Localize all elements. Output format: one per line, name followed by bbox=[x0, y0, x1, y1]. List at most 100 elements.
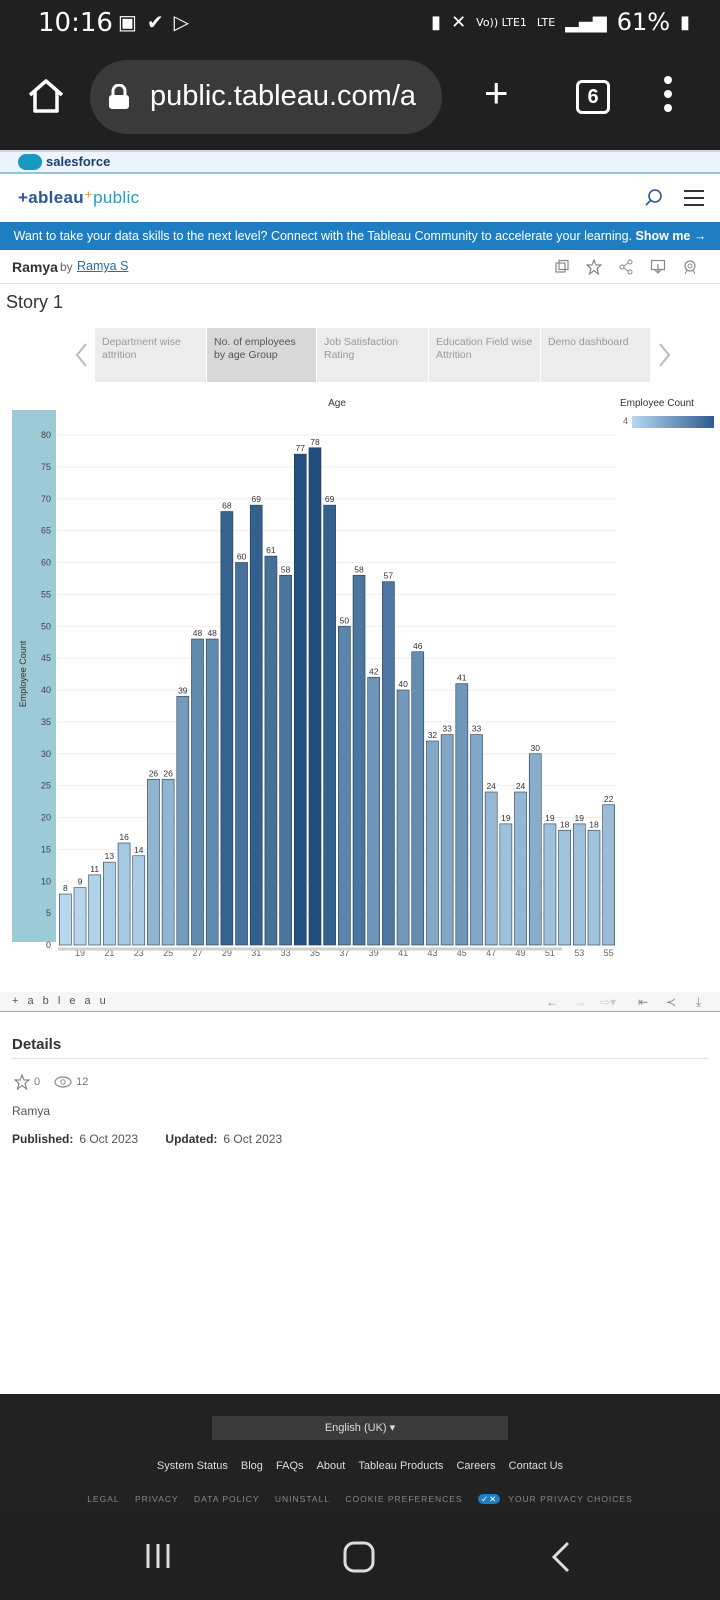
published-label: Published: bbox=[12, 1132, 74, 1146]
bar[interactable] bbox=[191, 638, 204, 946]
hamburger-menu-icon[interactable] bbox=[684, 190, 704, 206]
data-policy-link[interactable]: DATA POLICY bbox=[194, 1494, 260, 1504]
bar[interactable] bbox=[235, 562, 248, 946]
by-label: by bbox=[60, 260, 73, 274]
bar[interactable] bbox=[426, 740, 439, 946]
settings-icon[interactable] bbox=[682, 259, 698, 275]
age-bar-chart[interactable]: Employee Count Age 0 5 10 15 20 25 30 35 40 45 50 5… bbox=[0, 392, 720, 968]
share-icon[interactable] bbox=[618, 259, 634, 275]
story-tab-demo-dashboard[interactable]: Demo dashboard bbox=[541, 328, 651, 382]
bar[interactable] bbox=[132, 855, 146, 946]
x-axis-title: Age bbox=[328, 398, 346, 409]
salesforce-label[interactable]: salesforce bbox=[46, 154, 111, 169]
tab-switcher-button[interactable]: 6 bbox=[576, 80, 610, 114]
legal-link[interactable]: LEGAL bbox=[87, 1494, 120, 1504]
mute-icon: ✕ bbox=[451, 11, 467, 33]
download-icon[interactable] bbox=[650, 259, 666, 275]
recent-apps-icon[interactable] bbox=[142, 1540, 174, 1572]
tableau-brand[interactable]: + a b l e a u bbox=[12, 995, 109, 1007]
bar-value-label: 9 bbox=[78, 877, 83, 887]
bar[interactable] bbox=[514, 791, 527, 946]
x-tick-label: 49 bbox=[516, 948, 526, 958]
bar[interactable] bbox=[455, 683, 469, 946]
bar[interactable] bbox=[528, 753, 542, 946]
bar[interactable] bbox=[59, 893, 72, 946]
home-nav-icon[interactable] bbox=[342, 1540, 376, 1574]
cookie-preferences-link[interactable]: COOKIE PREFERENCES bbox=[345, 1494, 463, 1504]
story-tab-department[interactable]: Department wise attrition bbox=[95, 328, 207, 382]
back-icon[interactable] bbox=[550, 1540, 572, 1574]
favorite-star-icon[interactable] bbox=[586, 259, 602, 275]
footer-link-about[interactable]: About bbox=[316, 1460, 346, 1472]
bar[interactable] bbox=[484, 791, 498, 946]
toolbar-download-icon[interactable]: ⤓ bbox=[696, 995, 702, 1009]
bar[interactable] bbox=[382, 581, 395, 946]
reset-icon[interactable]: ⇤ bbox=[638, 995, 649, 1009]
home-icon[interactable] bbox=[26, 76, 66, 116]
bar[interactable] bbox=[220, 511, 234, 946]
address-bar[interactable]: public.tableau.com/a bbox=[90, 60, 442, 134]
privacy-link[interactable]: PRIVACY bbox=[134, 1494, 179, 1504]
privacy-choices-link[interactable]: YOUR PRIVACY CHOICES bbox=[508, 1494, 633, 1504]
story-tab-age-group[interactable]: No. of employees by age Group bbox=[207, 328, 317, 382]
bar[interactable] bbox=[558, 829, 571, 946]
footer-link-system-status[interactable]: System Status bbox=[156, 1460, 228, 1472]
toolbar-share-icon[interactable]: ≺ bbox=[666, 995, 677, 1009]
bar[interactable] bbox=[411, 651, 425, 946]
bar[interactable] bbox=[117, 842, 131, 946]
new-tab-button[interactable]: + bbox=[484, 69, 509, 116]
bar[interactable] bbox=[88, 874, 102, 946]
footer-link-blog[interactable]: Blog bbox=[240, 1460, 263, 1472]
x-tick-label: 55 bbox=[604, 948, 614, 958]
bar-value-label: 68 bbox=[222, 501, 232, 511]
author-link[interactable]: Ramya S bbox=[77, 259, 129, 273]
story-prev-arrow-icon[interactable] bbox=[72, 340, 92, 370]
bar[interactable] bbox=[249, 504, 263, 946]
bar[interactable] bbox=[499, 823, 513, 946]
bar[interactable] bbox=[279, 574, 292, 946]
bar[interactable] bbox=[602, 804, 615, 946]
search-icon[interactable] bbox=[644, 188, 664, 208]
tableau-public-logo[interactable]: +ableau⁺public bbox=[18, 188, 140, 207]
browser-menu-button[interactable] bbox=[662, 76, 674, 116]
bar[interactable] bbox=[73, 887, 87, 946]
footer-link-faqs[interactable]: FAQs bbox=[276, 1460, 304, 1472]
bar[interactable] bbox=[323, 504, 336, 946]
bar[interactable] bbox=[352, 574, 366, 946]
y-tick-label: 40 bbox=[41, 685, 51, 695]
revert-icon[interactable]: ⇨▾ bbox=[600, 995, 617, 1009]
redo-icon[interactable]: → bbox=[574, 995, 586, 1009]
bar[interactable] bbox=[293, 453, 307, 946]
bar[interactable] bbox=[338, 625, 351, 946]
footer-link-contact-us[interactable]: Contact Us bbox=[508, 1460, 564, 1472]
bar[interactable] bbox=[367, 676, 381, 946]
undo-icon[interactable]: ← bbox=[546, 995, 558, 1009]
copy-icon[interactable] bbox=[554, 259, 570, 275]
x-tick-label: 27 bbox=[192, 948, 202, 958]
bar-value-label: 39 bbox=[178, 685, 188, 695]
footer-link-tableau-products[interactable]: Tableau Products bbox=[358, 1460, 444, 1472]
bar[interactable] bbox=[470, 734, 483, 946]
show-me-link[interactable]: Show me → bbox=[635, 229, 707, 243]
story-tab-education-field[interactable]: Education Field wise Attrition bbox=[429, 328, 541, 382]
story-next-arrow-icon[interactable] bbox=[654, 340, 674, 370]
battery-percent: 61% bbox=[616, 8, 671, 36]
bar[interactable] bbox=[205, 638, 219, 946]
bar[interactable] bbox=[147, 778, 160, 946]
bar[interactable] bbox=[308, 447, 322, 946]
footer-link-careers[interactable]: Careers bbox=[456, 1460, 496, 1472]
bar[interactable] bbox=[103, 861, 116, 946]
bar[interactable] bbox=[161, 778, 175, 946]
bar[interactable] bbox=[572, 823, 586, 946]
story-tab-job-satisfaction[interactable]: Job Satisfaction Rating bbox=[317, 328, 429, 382]
bar-value-label: 19 bbox=[501, 813, 511, 823]
bar[interactable] bbox=[440, 734, 454, 946]
logo-left: +ableau bbox=[18, 188, 84, 207]
uninstall-link[interactable]: UNINSTALL bbox=[274, 1494, 331, 1504]
bar[interactable] bbox=[176, 696, 190, 946]
bar[interactable] bbox=[396, 689, 410, 946]
bar[interactable] bbox=[587, 829, 601, 946]
language-selector[interactable]: English (UK) ▾ bbox=[212, 1416, 508, 1440]
bar[interactable] bbox=[264, 555, 278, 946]
bar[interactable] bbox=[543, 823, 557, 946]
